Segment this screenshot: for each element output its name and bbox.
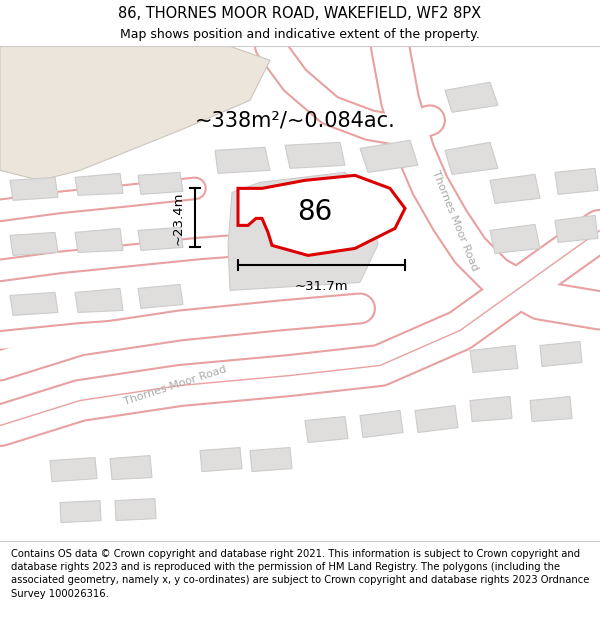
Text: Map shows position and indicative extent of the property.: Map shows position and indicative extent…: [120, 28, 480, 41]
Text: Thornes Moor Road: Thornes Moor Road: [122, 364, 227, 407]
Polygon shape: [238, 176, 405, 256]
Text: 86, THORNES MOOR ROAD, WAKEFIELD, WF2 8PX: 86, THORNES MOOR ROAD, WAKEFIELD, WF2 8P…: [118, 6, 482, 21]
Polygon shape: [10, 292, 58, 316]
Text: ~23.4m: ~23.4m: [172, 191, 185, 244]
Polygon shape: [490, 174, 540, 203]
Polygon shape: [490, 224, 540, 253]
Polygon shape: [138, 173, 183, 194]
Polygon shape: [250, 448, 292, 472]
Polygon shape: [445, 142, 498, 174]
Polygon shape: [555, 216, 598, 242]
Text: Thornes Moor Road: Thornes Moor Road: [430, 169, 480, 272]
Polygon shape: [305, 416, 348, 442]
Polygon shape: [110, 456, 152, 479]
Polygon shape: [10, 232, 58, 256]
Polygon shape: [10, 177, 58, 201]
Polygon shape: [555, 168, 598, 194]
Polygon shape: [138, 228, 183, 251]
Text: ~31.7m: ~31.7m: [295, 281, 349, 293]
Polygon shape: [360, 411, 403, 437]
Polygon shape: [540, 341, 582, 366]
Polygon shape: [215, 148, 270, 173]
Text: 86: 86: [298, 198, 332, 226]
Text: ~338m²/~0.084ac.: ~338m²/~0.084ac.: [194, 110, 395, 130]
Polygon shape: [445, 82, 498, 112]
Polygon shape: [470, 346, 518, 372]
Polygon shape: [530, 396, 572, 421]
Polygon shape: [115, 499, 156, 521]
Polygon shape: [138, 284, 183, 309]
Polygon shape: [285, 142, 345, 168]
Polygon shape: [470, 396, 512, 421]
Polygon shape: [75, 288, 123, 312]
Polygon shape: [50, 458, 97, 482]
Polygon shape: [75, 173, 123, 196]
Polygon shape: [200, 448, 242, 472]
Polygon shape: [415, 406, 458, 432]
Polygon shape: [0, 46, 270, 181]
Polygon shape: [228, 173, 378, 291]
Text: Contains OS data © Crown copyright and database right 2021. This information is : Contains OS data © Crown copyright and d…: [11, 549, 589, 599]
Polygon shape: [360, 141, 418, 172]
Polygon shape: [75, 228, 123, 253]
Polygon shape: [60, 501, 101, 522]
